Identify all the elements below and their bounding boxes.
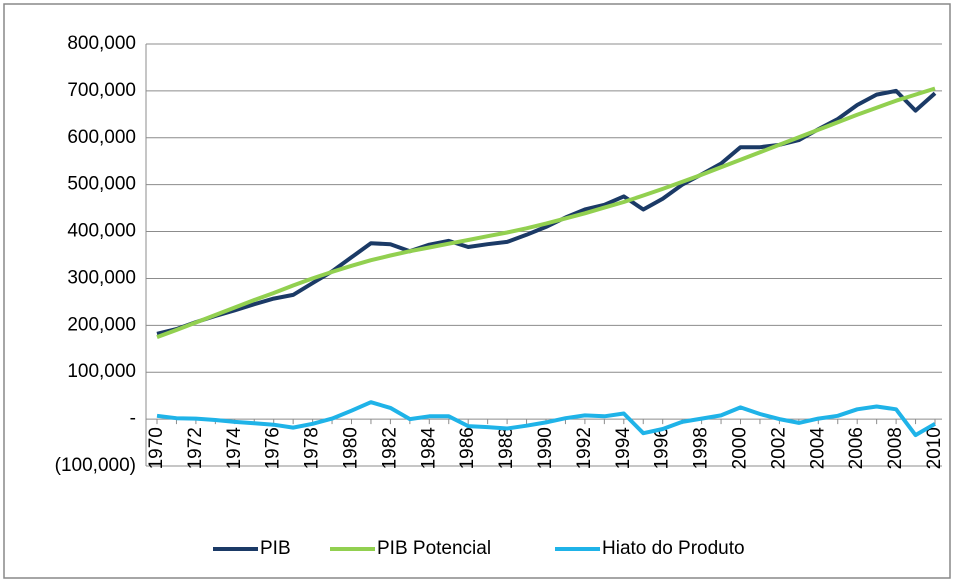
- legend-label: PIB: [260, 538, 291, 559]
- x-tick-label: 1992: [574, 427, 595, 469]
- legend-label: Hiato do Produto: [602, 538, 745, 559]
- x-tick-label: 1976: [263, 427, 284, 469]
- y-tick-label: 300,000: [67, 267, 136, 288]
- x-tick-label: 1970: [146, 427, 167, 469]
- x-tick-label: 1994: [613, 427, 634, 470]
- chart-border: [3, 3, 951, 579]
- x-tick-label: 1974: [224, 427, 245, 470]
- legend-label: PIB Potencial: [377, 538, 491, 559]
- x-tick-label: 2008: [885, 427, 906, 469]
- y-tick-label: 700,000: [67, 80, 136, 101]
- line-series: [156, 86, 936, 339]
- x-tick-label: 1990: [535, 427, 556, 469]
- y-tick-label: 800,000: [67, 33, 136, 54]
- y-tick-label: 600,000: [67, 127, 136, 148]
- x-tick-label: 1996: [652, 427, 673, 469]
- y-tick-label: -: [130, 408, 136, 429]
- x-tick-label: 1986: [457, 427, 478, 469]
- y-tick-label: 200,000: [67, 314, 136, 335]
- y-tick-label: 400,000: [67, 221, 136, 242]
- x-tick-label: 2002: [768, 427, 789, 469]
- x-tick-label: 1982: [379, 427, 400, 469]
- x-tick-label: 2004: [807, 427, 828, 470]
- x-tick-label: 1984: [418, 427, 439, 470]
- x-tick-label: 1988: [496, 427, 517, 469]
- x-tick-label: 2000: [730, 427, 751, 469]
- x-tick-label: 1980: [341, 427, 362, 469]
- y-tick-label: (100,000): [55, 455, 136, 476]
- x-tick-label: 1972: [185, 427, 206, 469]
- x-tick-label: 1978: [302, 427, 323, 469]
- x-tick-label: 2010: [924, 427, 945, 469]
- line-series: [156, 400, 937, 438]
- y-tick-label: 500,000: [67, 174, 136, 195]
- x-tick-label: 2006: [846, 427, 867, 469]
- y-tick-label: 100,000: [67, 361, 136, 382]
- x-tick-label: 1998: [691, 427, 712, 469]
